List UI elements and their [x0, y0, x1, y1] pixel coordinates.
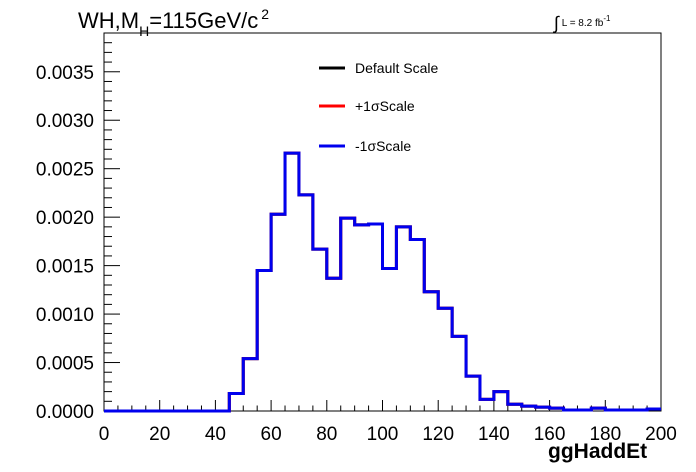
legend-label: -1σScale: [355, 138, 411, 154]
title-subscript: H: [139, 23, 150, 39]
chart-title: WH,MH=115GeV/c 2: [78, 6, 270, 39]
y-tick-label: 0.0025: [36, 160, 94, 181]
plot-frame: [103, 32, 662, 412]
y-tick-label: 0.0015: [36, 257, 94, 278]
y-tick-label: 0.0035: [36, 63, 94, 84]
luminosity-superscript: -1: [603, 14, 611, 23]
x-tick-label: 0: [99, 424, 110, 445]
y-tick-label: 0.0020: [36, 208, 94, 229]
x-tick-label: 60: [261, 424, 282, 445]
luminosity-text: L = 8.2 fb: [561, 18, 604, 29]
legend-label: Default Scale: [355, 60, 438, 76]
series-layer: [104, 151, 661, 413]
integral-symbol: ∫: [554, 13, 559, 33]
y-tick-label: 0.0005: [36, 354, 94, 375]
x-tick-label: 160: [534, 424, 566, 445]
title-superscript: 2: [261, 6, 270, 22]
series-line-2: [104, 151, 661, 413]
legend-label: +1σScale: [355, 98, 415, 114]
x-tick-label: 20: [149, 424, 170, 445]
x-tick-label: 140: [478, 424, 510, 445]
legend: Default Scale +1σScale -1σScale: [319, 60, 438, 154]
x-tick-label: 40: [205, 424, 226, 445]
luminosity-label: ∫ L = 8.2 fb-1: [554, 10, 611, 33]
x-tick-label: 200: [645, 424, 677, 445]
x-tick-label: 80: [316, 424, 337, 445]
x-axis-label: ggHaddEt: [548, 440, 648, 463]
title-rest-text: =115GeV/c: [149, 8, 259, 33]
y-tick-label: 0.0010: [36, 305, 94, 326]
x-tick-label: 120: [422, 424, 454, 445]
title-main-text: WH,M: [78, 8, 140, 33]
y-tick-label: 0.0000: [36, 402, 94, 423]
x-tick-label: 180: [589, 424, 621, 445]
x-axis: 0 20 40 60 80 100 120 140 160 180 200: [99, 400, 677, 445]
x-tick-label: 100: [367, 424, 399, 445]
y-axis: 0.0000 0.0005 0.0010 0.0015 0.0020 0.0025 0.00…: [36, 32, 120, 423]
y-tick-label: 0.0030: [36, 111, 94, 132]
series-line-1: [104, 151, 661, 413]
series-line-0: [104, 151, 661, 413]
